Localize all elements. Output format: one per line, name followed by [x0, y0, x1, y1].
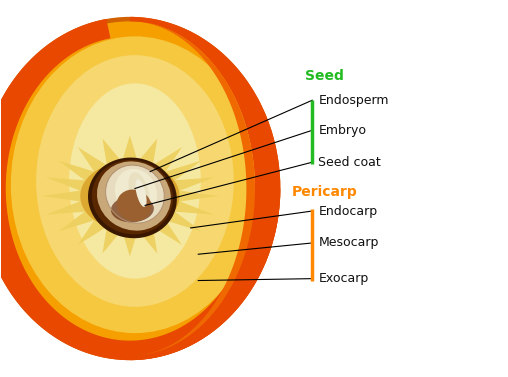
Text: Seed: Seed: [305, 69, 343, 83]
Polygon shape: [41, 136, 218, 256]
Polygon shape: [0, 19, 280, 360]
Ellipse shape: [97, 161, 171, 231]
Ellipse shape: [88, 158, 177, 238]
Ellipse shape: [117, 190, 151, 221]
Ellipse shape: [0, 21, 274, 356]
Ellipse shape: [36, 55, 234, 307]
Polygon shape: [130, 17, 280, 360]
Ellipse shape: [0, 17, 280, 360]
Text: Seed coat: Seed coat: [319, 156, 381, 169]
Text: Endocarp: Endocarp: [319, 205, 377, 218]
Ellipse shape: [115, 169, 157, 216]
Ellipse shape: [136, 179, 147, 207]
Ellipse shape: [92, 160, 173, 234]
Ellipse shape: [11, 36, 259, 333]
Text: Mesocarp: Mesocarp: [319, 236, 379, 250]
Text: Pericarp: Pericarp: [292, 185, 358, 199]
Ellipse shape: [106, 165, 164, 223]
Ellipse shape: [80, 161, 179, 231]
Ellipse shape: [111, 196, 154, 222]
Text: Exocarp: Exocarp: [319, 272, 369, 285]
Ellipse shape: [129, 172, 149, 212]
Polygon shape: [130, 21, 255, 356]
Text: Embryo: Embryo: [319, 124, 366, 137]
Text: Endosperm: Endosperm: [319, 94, 389, 107]
Ellipse shape: [69, 83, 201, 279]
